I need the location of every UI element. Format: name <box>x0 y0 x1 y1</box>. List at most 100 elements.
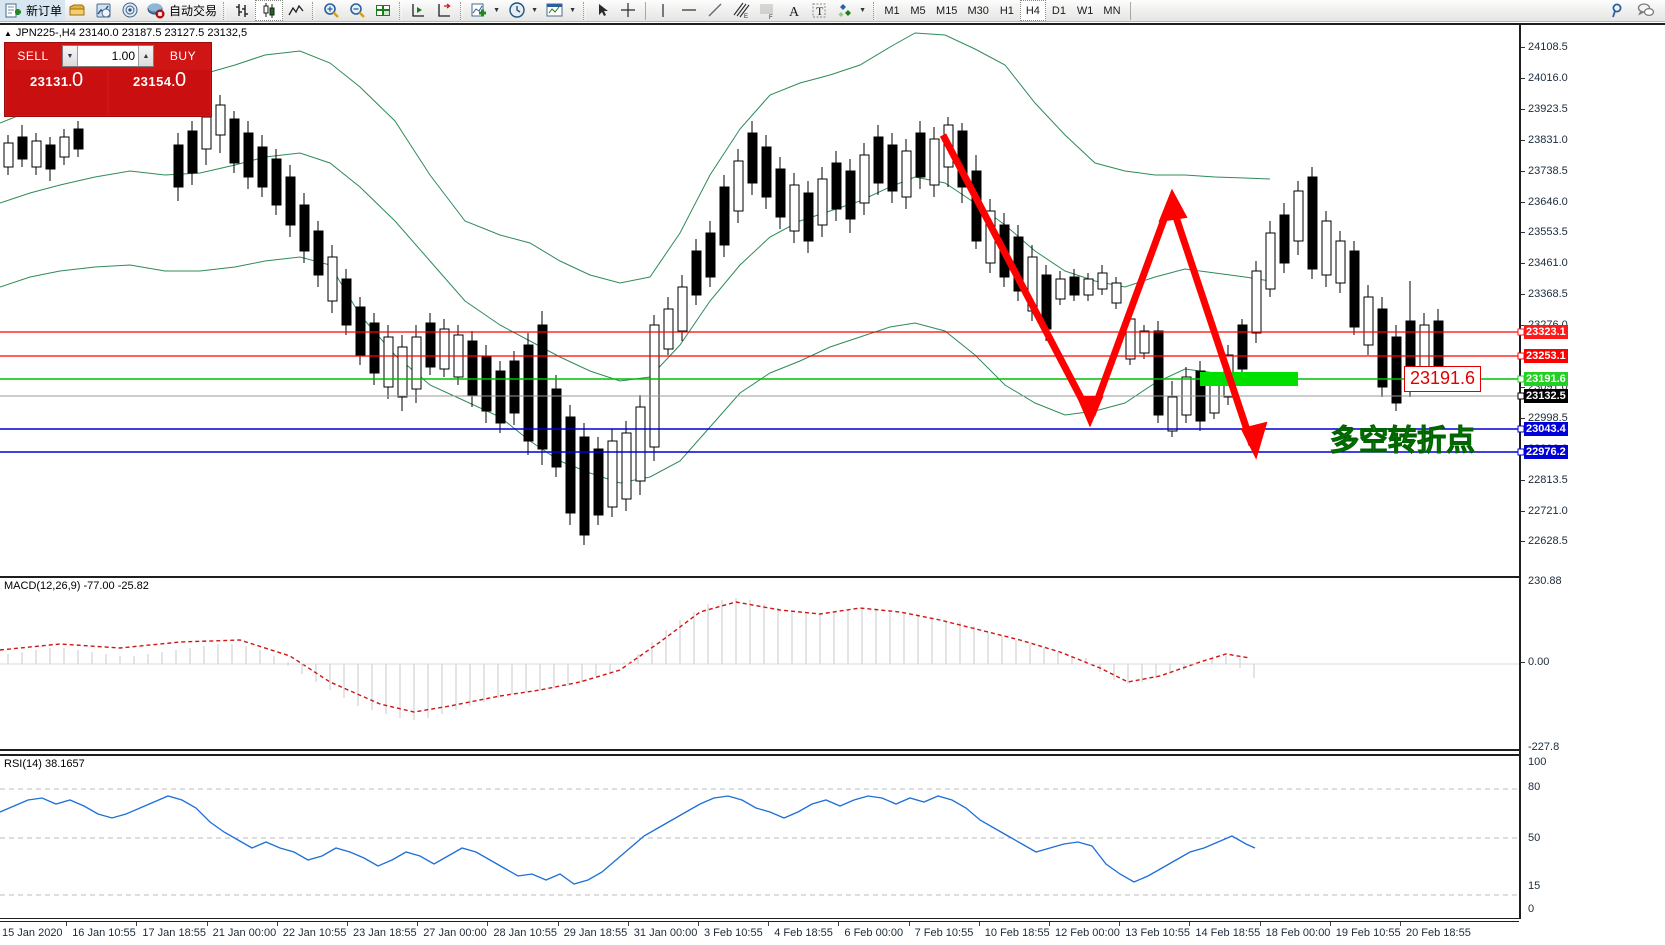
volume-stepper[interactable]: ▼ 1.00 ▲ <box>62 45 154 67</box>
volume-value[interactable]: 1.00 <box>111 49 135 63</box>
buy-price[interactable]: 23154 . 0 <box>109 70 210 115</box>
price-level-badge[interactable]: 23191.6 <box>1524 372 1568 386</box>
rsi-line <box>0 795 1256 885</box>
chevron-down-icon[interactable]: ▼ <box>859 7 866 14</box>
price-label: 23368.5 <box>1528 288 1568 301</box>
price-label: 22628.5 <box>1528 535 1568 548</box>
macd-axis-label: 0.00 <box>1528 656 1550 668</box>
chevron-up-icon[interactable]: ▲ <box>138 46 153 66</box>
collapse-triangle-icon[interactable]: ▲ <box>4 28 12 38</box>
chart-shift-button[interactable] <box>431 0 457 21</box>
bar-chart-button[interactable] <box>229 0 255 21</box>
price-tick <box>1521 263 1525 265</box>
timeframe-m30[interactable]: M30 <box>967 4 989 17</box>
macd-pane[interactable]: MACD(12,26,9) -77.00 -25.82 <box>0 576 1519 751</box>
zoom-out-button[interactable] <box>344 0 370 21</box>
autotrade-button[interactable]: 自动交易 <box>143 0 220 21</box>
fibonacci-tool[interactable]: F <box>754 0 780 21</box>
price-callout-label[interactable]: 23191.6 <box>1404 366 1482 392</box>
macd-title: MACD(12,26,9) -77.00 -25.82 <box>4 580 149 592</box>
timeframe-h4[interactable]: H4 <box>1019 0 1046 21</box>
toolbar-separator <box>460 1 464 20</box>
auto-scroll-button[interactable] <box>405 0 431 21</box>
time-label: 18 Feb 00:00 <box>1265 927 1331 939</box>
time-label: 4 Feb 18:55 <box>774 927 833 939</box>
macd-axis-tick <box>1521 662 1525 663</box>
chevron-down-icon[interactable]: ▼ <box>493 7 500 14</box>
rsi-axis-label: 15 <box>1528 880 1541 892</box>
price-axis[interactable]: 24108.5 24016.0 23923.5 23831.0 23738.5 23646… <box>1517 25 1665 919</box>
price-level-handle[interactable] <box>1517 375 1525 383</box>
navigator-button[interactable] <box>117 0 143 21</box>
timeframe-w1[interactable]: W1 <box>1076 4 1094 17</box>
cursor-tool[interactable] <box>589 0 615 21</box>
svg-text:T: T <box>816 4 824 18</box>
crosshair-tool[interactable] <box>615 0 641 21</box>
price-tick <box>1521 479 1525 481</box>
zoom-in-button[interactable] <box>318 0 344 21</box>
sell-button[interactable]: SELL <box>17 49 49 63</box>
period-button[interactable]: ▼ <box>504 0 542 21</box>
time-tick <box>838 922 840 926</box>
chevron-down-icon[interactable]: ▼ <box>569 7 576 14</box>
chevron-down-icon[interactable]: ▼ <box>63 46 78 66</box>
timeframe-m1[interactable]: M1 <box>884 4 900 17</box>
price-level-badge[interactable]: 23253.1 <box>1524 349 1568 363</box>
price-level-handle[interactable] <box>1517 328 1525 336</box>
buy-price-frac: 0 <box>174 69 187 91</box>
price-level-handle[interactable] <box>1517 392 1525 400</box>
price-tick <box>1521 417 1525 419</box>
one-click-trading-panel[interactable]: SELL ▼ 1.00 ▲ BUY 23131 . 0 23154 <box>4 42 212 117</box>
text-tool[interactable]: A <box>780 0 806 21</box>
equidistant-channel-tool[interactable]: E <box>728 0 754 21</box>
search-button[interactable] <box>1605 0 1631 21</box>
trendline-tool[interactable] <box>702 0 728 21</box>
price-level-badge[interactable]: 23043.4 <box>1524 422 1568 436</box>
timeframe-d1[interactable]: D1 <box>1051 4 1066 17</box>
templates-button[interactable]: ▼ <box>542 0 580 21</box>
price-level-badge[interactable]: 23132.5 <box>1524 389 1568 403</box>
shapes-tool[interactable]: ▼ <box>832 0 870 21</box>
horizontal-line-tool[interactable] <box>676 0 702 21</box>
folder-button[interactable] <box>65 0 91 21</box>
add-indicator-button[interactable]: ▼ <box>466 0 504 21</box>
chevron-down-icon[interactable]: ▼ <box>531 7 538 14</box>
price-level-handle[interactable] <box>1517 352 1525 360</box>
time-axis[interactable]: 15 Jan 2020 16 Jan 10:55 17 Jan 18:55 21 Ja… <box>0 921 1519 945</box>
timeframe-m15[interactable]: M15 <box>936 4 958 17</box>
market-watch-icon <box>94 1 114 20</box>
timeframe-mn[interactable]: MN <box>1103 4 1121 17</box>
timeframe-group: M1 M5 M15 M30 H1 H4 D1 W1 MN <box>879 0 1125 21</box>
candlestick-chart-button[interactable] <box>255 0 284 21</box>
chart-frame[interactable]: ▲ JPN225-,H4 23140.0 23187.5 23127.5 231… <box>0 23 1665 945</box>
main-toolbar: 新订单 <box>0 0 1665 22</box>
time-tick <box>276 922 278 926</box>
symbol-header: ▲ JPN225-,H4 23140.0 23187.5 23127.5 231… <box>4 27 247 39</box>
buy-button[interactable]: BUY <box>169 49 197 63</box>
price-tick <box>1521 386 1525 388</box>
price-level-badge[interactable]: 23323.1 <box>1524 325 1568 339</box>
time-label: 12 Feb 00:00 <box>1055 927 1120 939</box>
sell-price[interactable]: 23131 . 0 <box>6 70 107 115</box>
market-watch-button[interactable] <box>91 0 117 21</box>
candlestick-series <box>3 95 1444 545</box>
new-order-button[interactable]: 新订单 <box>0 0 66 21</box>
timeframe-h1[interactable]: H1 <box>999 4 1014 17</box>
price-level-badge[interactable]: 22976.2 <box>1524 445 1568 459</box>
timeframe-m5[interactable]: M5 <box>910 4 926 17</box>
chat-button[interactable] <box>1633 0 1659 21</box>
vertical-line-tool[interactable] <box>650 0 676 21</box>
rsi-pane[interactable]: RSI(14) 38.1657 <box>0 754 1519 919</box>
line-chart-button[interactable] <box>283 0 309 21</box>
price-level-handle[interactable] <box>1517 425 1525 433</box>
price-level-handle[interactable] <box>1517 448 1525 456</box>
price-tick <box>1521 170 1525 172</box>
text-label-tool[interactable]: T <box>806 0 832 21</box>
data-window-button[interactable] <box>370 0 396 21</box>
toolbar-separator <box>873 1 877 20</box>
rsi-axis-label: 50 <box>1528 832 1541 844</box>
price-label: 23461.0 <box>1528 257 1568 270</box>
autotrade-label: 自动交易 <box>169 4 218 18</box>
price-pane[interactable]: ▲ JPN225-,H4 23140.0 23187.5 23127.5 231… <box>0 25 1519 565</box>
time-label: 23 Jan 18:55 <box>353 927 417 939</box>
